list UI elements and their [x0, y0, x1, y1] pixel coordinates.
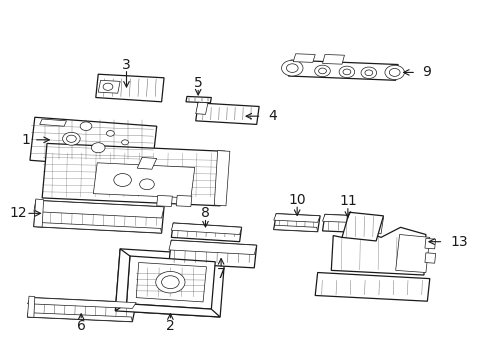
Polygon shape	[315, 273, 429, 301]
Circle shape	[384, 65, 404, 80]
Polygon shape	[27, 298, 136, 309]
Polygon shape	[157, 195, 172, 207]
Polygon shape	[168, 240, 256, 255]
Circle shape	[66, 135, 76, 142]
Polygon shape	[42, 143, 224, 206]
Polygon shape	[185, 96, 211, 103]
Circle shape	[364, 70, 372, 76]
Polygon shape	[27, 296, 35, 318]
Polygon shape	[137, 157, 157, 169]
Text: 7: 7	[216, 267, 225, 281]
Polygon shape	[293, 54, 315, 62]
Polygon shape	[115, 249, 130, 311]
Polygon shape	[288, 60, 397, 80]
Circle shape	[62, 132, 80, 145]
Polygon shape	[34, 201, 163, 233]
Polygon shape	[34, 199, 43, 227]
Polygon shape	[27, 298, 136, 321]
Circle shape	[161, 276, 179, 289]
Polygon shape	[341, 212, 383, 241]
Circle shape	[342, 69, 350, 75]
Polygon shape	[322, 215, 375, 233]
Text: 11: 11	[338, 194, 356, 208]
Polygon shape	[273, 214, 320, 231]
Text: 13: 13	[449, 235, 467, 249]
Circle shape	[122, 140, 128, 145]
Text: 4: 4	[267, 109, 276, 123]
Circle shape	[140, 179, 154, 190]
Polygon shape	[322, 54, 344, 64]
Polygon shape	[96, 74, 163, 102]
Circle shape	[338, 66, 354, 78]
Text: 8: 8	[201, 206, 209, 220]
Circle shape	[286, 64, 298, 72]
Circle shape	[106, 131, 114, 136]
Polygon shape	[171, 223, 241, 234]
Circle shape	[318, 68, 326, 74]
Polygon shape	[30, 117, 157, 169]
Circle shape	[80, 122, 92, 131]
Text: 3: 3	[122, 58, 131, 72]
Polygon shape	[34, 222, 161, 233]
Polygon shape	[34, 201, 163, 218]
Polygon shape	[195, 102, 207, 114]
Polygon shape	[214, 150, 229, 206]
Text: 12: 12	[9, 206, 26, 220]
Polygon shape	[424, 238, 435, 249]
Circle shape	[388, 68, 399, 76]
Polygon shape	[115, 304, 220, 317]
Polygon shape	[27, 313, 132, 321]
Polygon shape	[424, 253, 435, 263]
Circle shape	[91, 143, 105, 153]
Polygon shape	[273, 225, 317, 231]
Polygon shape	[115, 249, 224, 317]
Polygon shape	[195, 103, 259, 125]
Polygon shape	[330, 227, 425, 275]
Polygon shape	[322, 215, 375, 224]
Polygon shape	[93, 163, 194, 198]
Circle shape	[156, 271, 184, 293]
Polygon shape	[168, 240, 256, 268]
Text: 10: 10	[288, 193, 305, 207]
Polygon shape	[273, 214, 320, 222]
Text: 1: 1	[21, 133, 30, 147]
Circle shape	[314, 65, 330, 77]
Text: 9: 9	[422, 66, 430, 80]
Polygon shape	[171, 223, 241, 242]
Text: 6: 6	[77, 319, 85, 333]
Circle shape	[281, 60, 303, 76]
Text: 2: 2	[165, 319, 174, 333]
Polygon shape	[136, 262, 206, 302]
Circle shape	[114, 174, 131, 186]
Polygon shape	[40, 119, 66, 126]
Polygon shape	[176, 195, 191, 207]
Polygon shape	[126, 256, 215, 309]
Text: 5: 5	[193, 76, 202, 90]
Polygon shape	[373, 217, 383, 234]
Polygon shape	[98, 80, 120, 93]
Circle shape	[103, 83, 113, 90]
Polygon shape	[395, 234, 429, 273]
Circle shape	[360, 67, 376, 78]
